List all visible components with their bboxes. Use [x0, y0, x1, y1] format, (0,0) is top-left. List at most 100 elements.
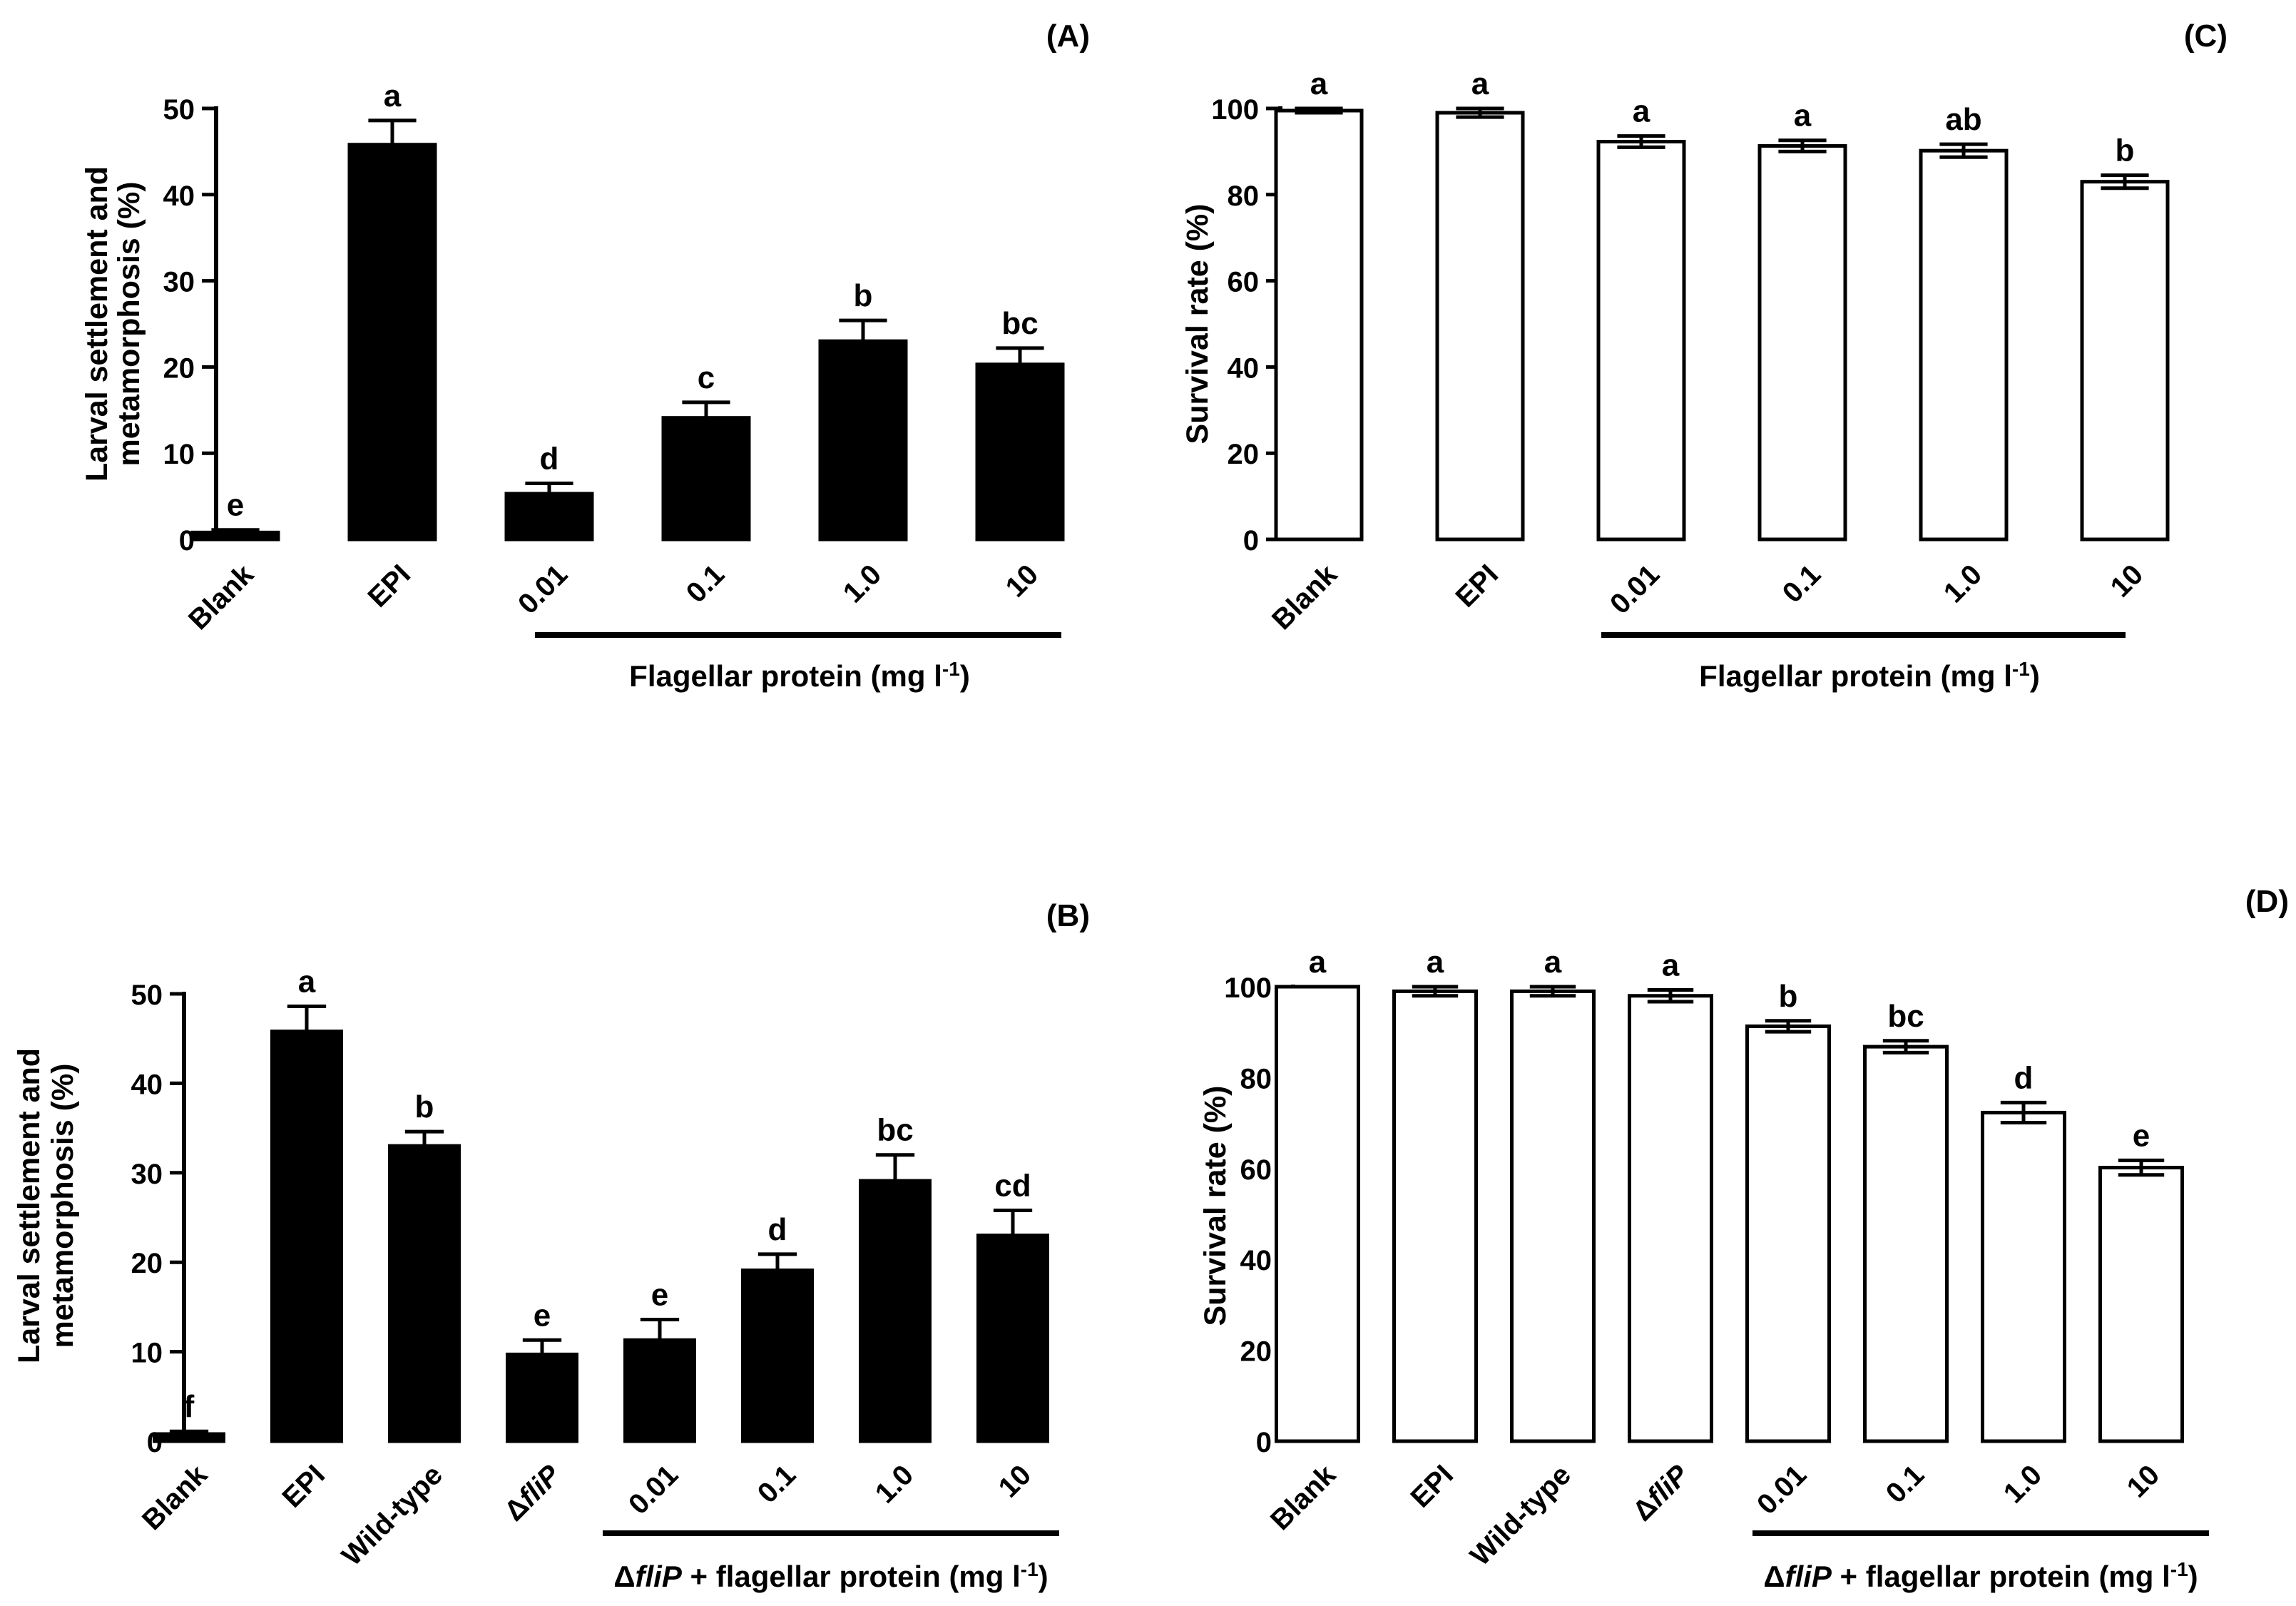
x-category-label: 0.01 [512, 559, 573, 620]
bar [818, 339, 908, 542]
significance-letter: d [2014, 1060, 2034, 1095]
bar [2098, 1166, 2184, 1443]
bar [1596, 140, 1686, 542]
group-label: ΔfliP + flagellar protein (mg l-1) [613, 1558, 1048, 1594]
y-tick-label: 10 [163, 439, 195, 470]
x-category-label: EPI [276, 1459, 331, 1514]
group-label: Flagellar protein (mg l-1) [629, 658, 970, 693]
significance-letter: a [1309, 945, 1327, 980]
group-label-suffix: ) [1039, 1560, 1048, 1593]
x-category-label: ΔfliP [1627, 1459, 1695, 1528]
y-axis-label: Survival rate (%) [1180, 204, 1215, 444]
x-category-label: 0.1 [752, 1459, 802, 1509]
group-label-superscript: -1 [942, 658, 960, 680]
significance-letter: e [534, 1298, 551, 1333]
bar [2080, 180, 2170, 542]
group-label-superscript: -1 [2012, 658, 2030, 680]
y-tick-label: 40 [1228, 352, 1260, 384]
bar [1757, 144, 1847, 542]
y-tick-label: 100 [1224, 972, 1272, 1004]
x-category-label: 1.0 [837, 559, 887, 609]
panel-label: (B) [1046, 898, 1090, 933]
x-category-label: 1.0 [869, 1459, 919, 1509]
y-tick-label: 30 [131, 1159, 163, 1190]
significance-letter: a [1633, 94, 1650, 129]
bar [347, 143, 437, 542]
bar [1510, 989, 1596, 1443]
significance-letter: c [698, 360, 715, 395]
significance-letter: b [415, 1089, 434, 1124]
bar [741, 1268, 814, 1443]
y-tick-label: 60 [1240, 1154, 1272, 1186]
bar [388, 1144, 461, 1443]
bar [1863, 1045, 1949, 1443]
x-category-label: Blank [1265, 1459, 1342, 1537]
bar [190, 530, 280, 542]
y-tick-label: 20 [163, 352, 195, 384]
y-tick-label: 50 [131, 980, 163, 1011]
significance-letter: e [2133, 1118, 2150, 1153]
significance-letter: b [2116, 133, 2135, 168]
y-tick-label: 50 [163, 94, 195, 126]
significance-letter: e [651, 1277, 668, 1312]
group-label-gene: fliP [636, 1560, 683, 1593]
group-label: ΔfliP + flagellar protein (mg l-1) [1763, 1558, 2198, 1594]
y-axis-label: metamorphosis (%) [46, 1063, 80, 1348]
x-category-label: ΔfliP [499, 1459, 567, 1528]
x-category-label: EPI [1404, 1459, 1459, 1514]
significance-letter: d [540, 441, 559, 476]
y-axis-label: metamorphosis (%) [112, 181, 146, 466]
group-label-prefix: Δ [613, 1560, 635, 1593]
significance-letter: bc [877, 1113, 913, 1148]
significance-letter: d [768, 1212, 787, 1247]
x-category-label: 0.01 [1751, 1459, 1812, 1520]
significance-letter: bc [1001, 306, 1038, 341]
significance-letter: a [1544, 945, 1562, 980]
bar [859, 1179, 932, 1443]
x-category-label: Blank [1266, 559, 1344, 636]
bar [1392, 989, 1478, 1443]
significance-letter: ab [1945, 102, 1981, 137]
significance-letter: a [1427, 945, 1444, 980]
y-tick-label: 20 [131, 1248, 163, 1279]
bar [1919, 148, 2009, 542]
y-axis-label: Larval settlement and [80, 166, 114, 482]
bar [1275, 985, 1360, 1443]
significance-letter: a [384, 78, 402, 113]
bar [975, 362, 1065, 542]
group-label-suffix: ) [2030, 659, 2040, 693]
bar [1981, 1110, 2066, 1443]
group-label-main: + flagellar protein (mg l [1832, 1560, 2170, 1593]
bar [504, 492, 594, 542]
y-tick-label: 20 [1228, 439, 1260, 470]
y-tick-label: 0 [179, 525, 195, 556]
x-category-label: EPI [1449, 559, 1504, 614]
significance-letter: b [854, 278, 873, 313]
y-tick-label: 40 [163, 181, 195, 212]
y-tick-label: 40 [131, 1069, 163, 1100]
bar [1628, 994, 1713, 1443]
y-tick-label: 40 [1240, 1245, 1272, 1276]
significance-letter: e [227, 488, 244, 523]
x-category-label: 0.01 [623, 1459, 684, 1520]
significance-letter: f [184, 1389, 195, 1424]
group-label: Flagellar protein (mg l-1) [1699, 658, 2040, 693]
chart-panel-d: (D) 0 20 40 60 80 100 Survival rate (%) a Blank a E… [1198, 884, 2289, 1593]
x-category-label: 10 [2121, 1459, 2166, 1504]
panel-label: (D) [2245, 884, 2289, 919]
bar [153, 1432, 225, 1443]
y-tick-label: 60 [1228, 267, 1260, 298]
chart-panel-c: (C) 0 20 40 60 80 100 Survival rate (%) a Blank a E… [1180, 19, 2228, 693]
y-tick-label: 20 [1240, 1336, 1272, 1368]
bar [270, 1030, 343, 1443]
bar [623, 1338, 696, 1443]
x-category-label: 0.01 [1604, 559, 1665, 620]
bar [1745, 1024, 1831, 1443]
y-tick-label: 10 [131, 1338, 163, 1369]
group-label-suffix: ) [2188, 1560, 2198, 1593]
y-tick-label: 100 [1211, 94, 1259, 126]
x-category-label: Wild-type [1464, 1459, 1577, 1572]
significance-letter: a [1662, 947, 1680, 982]
